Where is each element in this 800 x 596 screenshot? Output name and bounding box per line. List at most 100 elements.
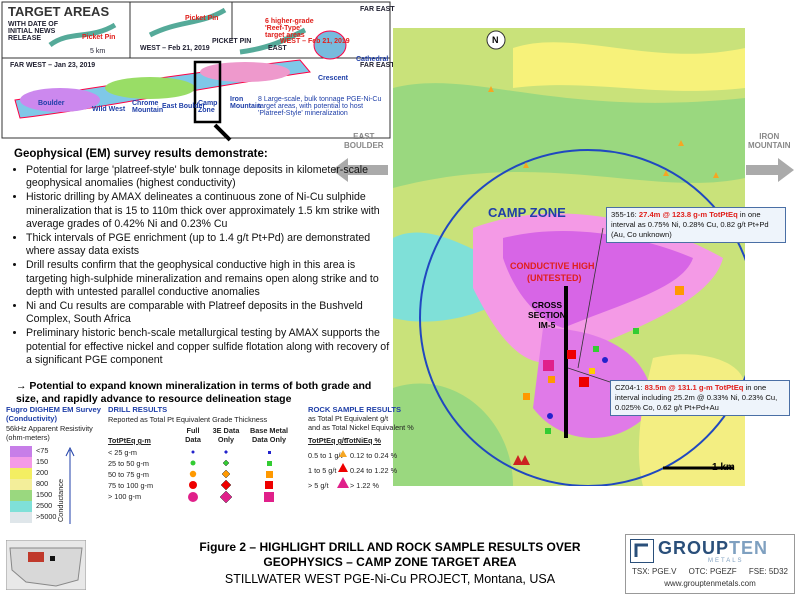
range: >5000 bbox=[36, 512, 57, 521]
symbol bbox=[264, 492, 274, 502]
drill-symbols bbox=[188, 450, 274, 504]
swatch bbox=[10, 479, 32, 490]
legend-title: DRILL RESULTS bbox=[108, 405, 168, 414]
drill-hole bbox=[523, 393, 530, 400]
symbol bbox=[219, 490, 233, 504]
rock-sample bbox=[488, 86, 494, 92]
bullet: Preliminary historic bench-scale metallu… bbox=[26, 327, 396, 367]
logo-shape bbox=[634, 543, 648, 557]
callout-leader bbox=[577, 227, 604, 369]
inset-label: FAR WEST – Jan 23, 2019 bbox=[10, 62, 96, 69]
symbol bbox=[190, 460, 196, 466]
inset-label: Boulder bbox=[38, 100, 65, 107]
drill-hole bbox=[675, 286, 684, 295]
swatch bbox=[10, 512, 32, 523]
em-colorbar bbox=[10, 446, 32, 523]
symbol bbox=[267, 461, 272, 466]
picket-pin-belt bbox=[148, 7, 227, 38]
arrow-left bbox=[332, 158, 388, 182]
arrow-text: IRON bbox=[759, 132, 780, 141]
legend-header: 3E Data Only bbox=[212, 426, 240, 444]
legend-title: ROCK SAMPLE RESULTS bbox=[308, 405, 402, 414]
symbol bbox=[339, 450, 347, 457]
legend-title: Fugro DIGHEM EM Survey (Conductivity) bbox=[6, 405, 101, 423]
inset-label: PICKET PIN bbox=[212, 38, 252, 45]
symbol bbox=[220, 479, 232, 491]
range: 800 bbox=[36, 479, 49, 488]
legend-text: (ohm-meters) bbox=[6, 433, 50, 442]
hole-id: CZ04-1: bbox=[615, 383, 643, 392]
bullet: Thick intervals of PGE enrichment (up to… bbox=[26, 232, 396, 258]
bullet: Ni and Cu results are comparable with Pl… bbox=[26, 300, 396, 326]
inset-label: Cathedral bbox=[356, 56, 389, 63]
legend-text: Fugro DIGHEM EM Survey bbox=[6, 405, 101, 414]
logo-text: GROUPTEN bbox=[658, 538, 768, 559]
target bbox=[313, 30, 347, 60]
inset-label: Picket Pin bbox=[82, 34, 116, 41]
montana bbox=[28, 552, 44, 562]
north-label: N bbox=[492, 35, 499, 45]
cross-text: SECTION bbox=[528, 310, 566, 320]
drill-hole bbox=[593, 346, 599, 352]
cross-text: CROSS bbox=[531, 300, 562, 310]
legend-subtitle: 56kHz Apparent Resistivity (ohm-meters) bbox=[6, 424, 93, 442]
em-zone bbox=[513, 42, 745, 91]
picket-pin-belt bbox=[239, 27, 307, 55]
rock-rows: 0.5 to 1 g/t 1 to 5 g/t > 5 g/t bbox=[308, 448, 342, 493]
axis-label: Conductance bbox=[56, 478, 65, 522]
zone-label: CAMP ZONE bbox=[488, 205, 566, 220]
legend-header: Base Metal Data Only bbox=[249, 426, 289, 444]
row-label: 0.24 to 1.22 % bbox=[350, 466, 398, 475]
summary-list: Potential for large 'platreef-style' bul… bbox=[12, 164, 396, 368]
arrow-label: EAST BOULDER bbox=[344, 132, 384, 150]
range: 150 bbox=[36, 457, 49, 466]
inset-label: EAST bbox=[268, 45, 287, 52]
drill-hole bbox=[602, 357, 608, 363]
conductive-label: CONDUCTIVE HIGH bbox=[510, 261, 595, 271]
rock-sample bbox=[678, 140, 684, 146]
arrow-text: EAST bbox=[353, 132, 375, 141]
rock-sample bbox=[663, 170, 669, 176]
symbol bbox=[191, 450, 195, 454]
swatch bbox=[10, 457, 32, 468]
bullet: Potential for large 'platreef-style' bul… bbox=[26, 164, 396, 190]
inset-title: TARGET AREAS bbox=[8, 4, 110, 19]
inset-label: Iron Mountain bbox=[230, 96, 262, 110]
caption: Figure 2 – HIGHLIGHT DRILL AND ROCK SAMP… bbox=[160, 540, 620, 570]
legend-header: TotPtEq g/t bbox=[308, 436, 347, 445]
callout: CZ04-1: 83.5m @ 131.1 g-m TotPtEq in one… bbox=[610, 380, 790, 416]
drill-hole bbox=[589, 368, 595, 374]
row-label: 75 to 100 g-m bbox=[108, 481, 154, 490]
symbol bbox=[265, 481, 273, 489]
inset-label: Crescent bbox=[318, 75, 348, 82]
caption-line: Figure 2 – HIGHLIGHT DRILL AND ROCK SAMP… bbox=[199, 540, 581, 554]
untested-label: (UNTESTED) bbox=[527, 273, 582, 283]
bullet: Historic drilling by AMAX delineates a c… bbox=[26, 191, 396, 231]
arrow-text: MOUNTAIN bbox=[748, 141, 791, 150]
row-label: 0.5 to 1 g/t bbox=[308, 451, 343, 460]
north-arrow bbox=[486, 30, 506, 50]
inset-label: FAR EAST bbox=[360, 62, 395, 69]
logo-square bbox=[630, 539, 654, 563]
callout-text: in one interval including 25.2m @ 0.33% … bbox=[615, 383, 778, 412]
row-label: 0.12 to 0.24 % bbox=[350, 451, 398, 460]
drill-rows: < 25 g-m 25 to 50 g-m 50 to 75 g-m 75 to 10… bbox=[108, 447, 153, 502]
em-zone bbox=[393, 383, 513, 486]
logo-sub: METALS bbox=[708, 558, 744, 564]
symbol bbox=[221, 469, 231, 479]
symbol bbox=[189, 481, 197, 489]
legend-text: (Conductivity) bbox=[6, 414, 58, 423]
inset-subtitle: WITH DATE OF INITIAL NEWS RELEASE bbox=[8, 21, 59, 42]
ticker: TSX: PGE.V bbox=[632, 567, 677, 576]
inset-label: Picket Pin bbox=[185, 15, 219, 22]
legend-header: TotPtEq g-m bbox=[108, 436, 151, 445]
inset-label: WEST – Feb 21, 2019 bbox=[280, 38, 350, 45]
symbol bbox=[222, 459, 230, 467]
symbol bbox=[188, 492, 198, 502]
ticker: FSE: 5D32 bbox=[748, 567, 788, 576]
em-zone bbox=[393, 83, 745, 188]
picket-pin-belt bbox=[48, 22, 117, 48]
symbol bbox=[224, 450, 228, 454]
inset-label: Wild West bbox=[92, 106, 126, 113]
